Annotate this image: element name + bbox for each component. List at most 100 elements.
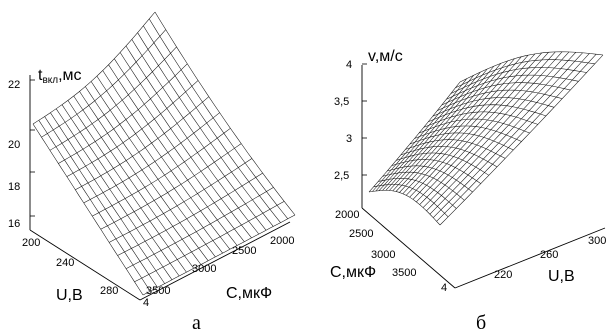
b-z-tick-label: 2,5	[334, 170, 349, 182]
b-mesh-line	[385, 65, 495, 191]
b-mesh-line	[436, 54, 597, 222]
b-mesh-line	[392, 60, 508, 192]
b-mesh-line	[432, 97, 555, 117]
a-z-label-main: t	[38, 67, 43, 84]
a-mesh-line	[96, 75, 223, 254]
b-mesh-line	[382, 68, 488, 191]
b-mesh-line	[459, 51, 604, 83]
b-z-tick-label: 3	[346, 133, 352, 145]
a-mesh-line	[100, 143, 242, 230]
a-mesh-line	[117, 172, 263, 256]
a-mesh-line	[137, 32, 274, 227]
b-y-tick-label: 3500	[392, 267, 416, 279]
b-x-tick-label: 300	[588, 235, 606, 247]
a-mesh-line	[90, 81, 216, 258]
a-mesh-line	[102, 70, 231, 250]
a-y-tick-label: 3000	[192, 263, 216, 275]
a-mesh-line	[50, 112, 165, 284]
a-mesh-line	[38, 120, 151, 292]
a-mesh-line	[83, 112, 220, 204]
a-mesh-line	[108, 64, 238, 246]
a-mesh-line	[142, 214, 296, 296]
a-y-tick-label: 2500	[232, 245, 256, 257]
b-extra-tick: 4	[441, 282, 447, 294]
b-mesh-line	[422, 51, 570, 208]
a-z-label-sub: вкл	[42, 75, 58, 86]
a-z-label-unit: ,мс	[58, 67, 81, 84]
a-mesh-line	[58, 63, 188, 164]
b-x-tick-label: 260	[540, 249, 558, 261]
b-mesh-line	[405, 139, 506, 159]
b-mesh-line	[373, 184, 449, 217]
a-mesh-line	[41, 29, 167, 138]
a-extra-tick: 4	[143, 297, 149, 309]
b-mesh-line	[412, 52, 549, 200]
b-mesh-line	[399, 56, 522, 193]
a-mesh-line	[75, 96, 209, 191]
panel-a: 22 20 18 16 tвкл,мс 200 240 280 U,В 4 35…	[8, 11, 296, 331]
b-mesh-line	[387, 165, 473, 193]
a-z-tick-label: 22	[8, 79, 20, 91]
a-y-axis	[139, 221, 291, 301]
a-mesh-line	[148, 18, 289, 219]
a-mesh-line	[109, 158, 253, 243]
b-mesh-line	[400, 146, 498, 168]
b-mesh-line	[418, 118, 530, 134]
b-mesh-line	[409, 132, 514, 151]
b-mesh-line	[441, 82, 571, 106]
a-mesh-line	[32, 123, 144, 296]
b-mesh-line	[395, 58, 515, 192]
b-mesh-line	[416, 51, 556, 203]
a-y-tick-label: 3500	[146, 285, 170, 297]
a-mesh-line	[125, 187, 274, 269]
a-mesh-line	[32, 11, 156, 125]
b-x-tick-label: 220	[494, 269, 512, 281]
a-mesh-line	[143, 25, 281, 223]
b-y-tick-label: 2000	[335, 209, 359, 221]
a-z-tick-label: 18	[8, 181, 20, 193]
a-mesh-line	[92, 128, 231, 217]
b-mesh-line	[368, 81, 461, 193]
b-y-tick-label: 3000	[371, 249, 395, 261]
a-mesh-line	[73, 95, 194, 269]
a-caption: а	[192, 312, 201, 331]
b-x-axis	[454, 227, 606, 289]
b-mesh-line	[455, 59, 595, 89]
b-y-tick-label: 2500	[349, 228, 373, 240]
b-mesh-line	[378, 71, 481, 191]
a-mesh-line	[134, 201, 285, 283]
b-surface-mesh	[368, 51, 604, 226]
b-mesh-line	[391, 159, 481, 184]
a-y-tick-label: 2000	[270, 235, 294, 247]
a-mesh-line	[125, 45, 260, 235]
a-x-tick-label: 200	[22, 237, 40, 249]
a-y-axis-label: C,мкФ	[226, 285, 272, 302]
a-mesh-line	[154, 11, 296, 216]
a-mesh-line	[61, 104, 180, 277]
a-x-axis-label: U,В	[56, 287, 83, 304]
a-z-axis-label: tвкл,мс	[38, 67, 82, 86]
a-mesh-line	[131, 39, 267, 231]
a-mesh-line	[49, 46, 177, 151]
a-x-tick-label: 240	[56, 257, 74, 269]
a-mesh-line	[119, 52, 252, 239]
a-mesh-line	[44, 116, 158, 288]
b-mesh-line	[382, 171, 465, 201]
b-caption: б	[476, 312, 486, 331]
a-mesh-line	[66, 80, 199, 177]
b-z-axis-label: v,м/с	[368, 48, 403, 65]
a-mesh-line	[67, 100, 187, 273]
a-mesh-line	[55, 108, 173, 280]
a-z-tick-label: 16	[8, 218, 20, 230]
b-mesh-line	[423, 111, 538, 128]
b-mesh-line	[446, 74, 579, 100]
b-z-tick-label: 4	[346, 59, 352, 71]
a-z-tick-label: 20	[8, 139, 20, 151]
b-mesh-line	[439, 54, 604, 226]
b-y-axis	[361, 207, 456, 289]
b-y-axis-label: C,мкФ	[330, 264, 376, 281]
a-surface-mesh	[32, 11, 296, 296]
b-mesh-line	[437, 89, 563, 111]
